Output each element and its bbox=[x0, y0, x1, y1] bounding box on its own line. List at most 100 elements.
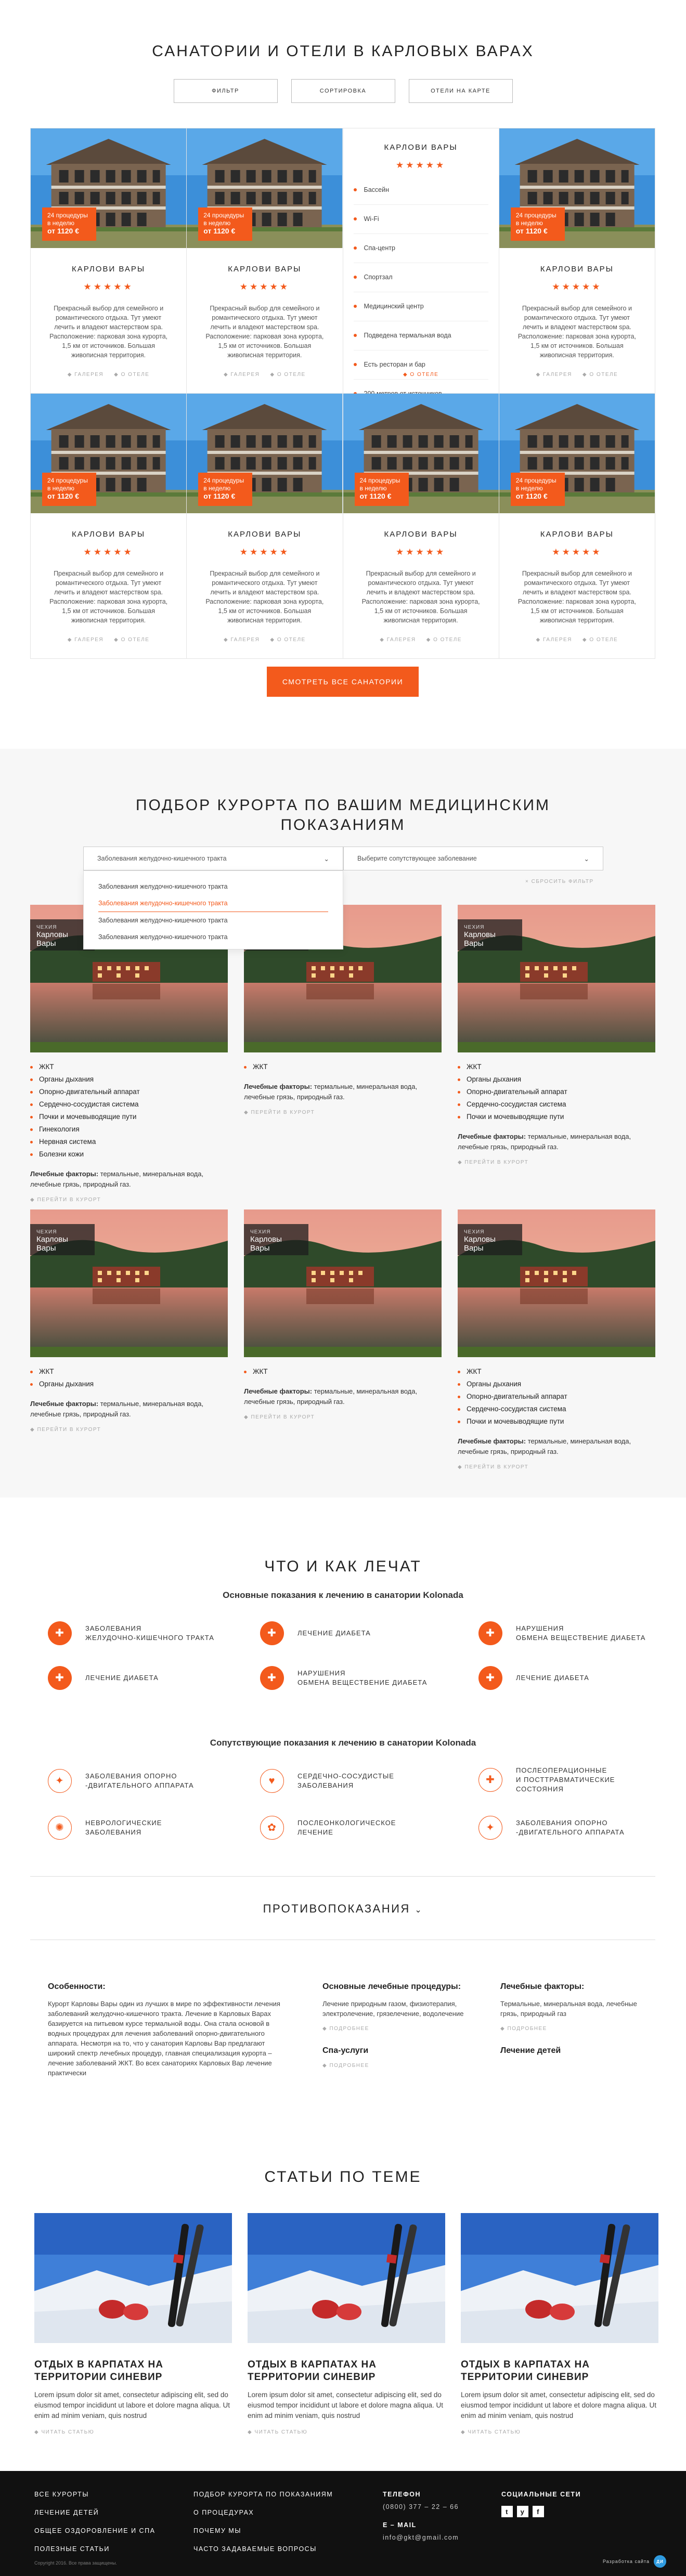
gallery-link[interactable]: ◆ ГАЛЕРЕЯ bbox=[67, 637, 104, 643]
article-photo[interactable] bbox=[34, 2213, 232, 2343]
show-all-button[interactable]: Смотреть все санатории bbox=[267, 667, 419, 697]
youtube-icon[interactable]: y bbox=[517, 2506, 528, 2517]
about-link[interactable]: ◆ О ОТЕЛЕ bbox=[582, 372, 618, 378]
hotel-photo[interactable]: 24 процедуры в неделю от 1120 € bbox=[187, 394, 342, 513]
resort-factors: Лечебные факторы: термальные, минеральна… bbox=[458, 1437, 631, 1455]
gallery-link[interactable]: ◆ ГАЛЕРЕЯ bbox=[67, 372, 104, 378]
about-link[interactable]: ◆ О ОТЕЛЕ bbox=[426, 637, 462, 643]
hotel-photo[interactable]: 24 процедуры в неделю от 1120 € bbox=[31, 128, 186, 248]
facebook-icon[interactable]: f bbox=[533, 2506, 544, 2517]
article-title[interactable]: ОТДЫХ В КАРПАТАХ НА ТЕРРИТОРИИ СИНЕВИР bbox=[248, 2359, 377, 2383]
secondary-disease-select[interactable]: Выберите сопутствующее заболевание ⌄ bbox=[343, 847, 603, 870]
go-resort-link[interactable]: ◆ ПЕРЕЙТИ В КУРОРТ bbox=[458, 1160, 529, 1165]
gallery-link[interactable]: ◆ ГАЛЕРЕЯ bbox=[536, 637, 572, 643]
article-card[interactable]: ОТДЫХ В КАРПАТАХ НА ТЕРРИТОРИИ СИНЕВИР L… bbox=[34, 2213, 232, 2435]
dropdown-option[interactable]: Заболевания желудочно-кишечного тракта bbox=[98, 917, 228, 924]
article-card[interactable]: ОТДЫХ В КАРПАТАХ НА ТЕРРИТОРИИ СИНЕВИР L… bbox=[248, 2213, 445, 2435]
about-link[interactable]: ◆ О ОТЕЛЕ bbox=[403, 372, 439, 378]
sort-button[interactable]: Сортировка bbox=[291, 79, 395, 103]
drop-icon: ✚ bbox=[260, 1666, 284, 1690]
reset-filter-link[interactable]: × СБРОСИТЬ ФИЛЬТР bbox=[525, 879, 594, 884]
article-title[interactable]: ОТДЫХ В КАРПАТАХ НА ТЕРРИТОРИИ СИНЕВИР bbox=[461, 2359, 590, 2383]
about-link[interactable]: ◆ О ОТЕЛЕ bbox=[270, 372, 306, 378]
hotel-card[interactable]: 24 процедуры в неделю от 1120 € КАРЛОВИ ВА… bbox=[499, 128, 655, 394]
resort-card[interactable]: ЧЕХИЯ Карловы Вары ЖКТ Органы дыхания Опо… bbox=[458, 1209, 655, 1470]
read-article-link[interactable]: ◆ ЧИТАТЬ СТАТЬЮ bbox=[34, 2429, 95, 2435]
footer-link[interactable]: Полезные статьи bbox=[34, 2545, 110, 2553]
footer-link[interactable]: Подбор курорта по показаниям bbox=[193, 2491, 333, 2498]
hotel-card[interactable]: 24 процедуры в неделю от 1120 € КАРЛОВИ ВА… bbox=[499, 394, 655, 659]
gallery-link[interactable]: ◆ ГАЛЕРЕЯ bbox=[224, 372, 260, 378]
phone-link[interactable]: (0800) 377 – 22 – 66 bbox=[383, 2503, 459, 2510]
resort-title: Подбор курорта по вашим медицинским показ… bbox=[135, 797, 551, 834]
hotel-card[interactable]: 24 процедуры в неделю от 1120 € КАРЛОВИ ВА… bbox=[343, 394, 499, 659]
go-resort-link[interactable]: ◆ ПЕРЕЙТИ В КУРОРТ bbox=[244, 1110, 315, 1115]
developer-credit[interactable]: Разработка сайта ДИ bbox=[603, 2555, 666, 2568]
hotel-photo[interactable]: 24 процедуры в неделю от 1120 € bbox=[187, 128, 342, 248]
hotel-card[interactable]: 24 процедуры в неделю от 1120 € КАРЛОВИ ВА… bbox=[31, 394, 187, 659]
go-resort-link[interactable]: ◆ ПЕРЕЙТИ В КУРОРТ bbox=[244, 1414, 315, 1420]
filter-button[interactable]: Фильтр bbox=[173, 79, 278, 103]
map-button[interactable]: Отели на карте bbox=[408, 79, 513, 103]
procedures-block: Основные лечебные процедуры: Лечение при… bbox=[322, 1982, 489, 2068]
footer-link[interactable]: О процедурах bbox=[193, 2509, 254, 2516]
read-article-link[interactable]: ◆ ЧИТАТЬ СТАТЬЮ bbox=[461, 2429, 521, 2435]
gallery-link[interactable]: ◆ ГАЛЕРЕЯ bbox=[224, 637, 260, 643]
footer-link[interactable]: Все курорты bbox=[34, 2491, 89, 2498]
article-card[interactable]: ОТДЫХ В КАРПАТАХ НА ТЕРРИТОРИИ СИНЕВИР L… bbox=[461, 2213, 658, 2435]
footer-link[interactable]: Общее оздоровление и спа bbox=[34, 2527, 156, 2534]
go-resort-link[interactable]: ◆ ПЕРЕЙТИ В КУРОРТ bbox=[458, 1464, 529, 1470]
article-photo[interactable] bbox=[248, 2213, 445, 2343]
read-article-link[interactable]: ◆ ЧИТАТЬ СТАТЬЮ bbox=[248, 2429, 308, 2435]
resort-indications: ЖКТ bbox=[244, 1061, 442, 1073]
email-link[interactable]: info@gkt@gmail.com bbox=[383, 2534, 459, 2541]
about-link[interactable]: ◆ О ОТЕЛЕ bbox=[582, 637, 618, 643]
fact-item: Спортзал bbox=[353, 274, 488, 292]
article-photo[interactable] bbox=[461, 2213, 658, 2343]
dropdown-option[interactable]: Заболевания желудочно-кишечного тракта bbox=[98, 933, 228, 941]
hotel-photo[interactable]: 24 процедуры в неделю от 1120 € bbox=[499, 394, 655, 513]
more-link[interactable]: ◆ ПОДРОБНЕЕ bbox=[322, 2063, 369, 2068]
hotel-card[interactable]: 24 процедуры в неделю от 1120 € КАРЛОВИ ВА… bbox=[187, 394, 343, 659]
hotel-card-featured[interactable]: КАРЛОВИ ВАРЫ ★★★★★ Бассейн Wi-Fi Спа-цен… bbox=[343, 128, 499, 397]
footer-link[interactable]: Часто задаваемые вопросы bbox=[193, 2545, 317, 2553]
footer-link[interactable]: Лечение детей bbox=[34, 2509, 99, 2516]
resort-factors: Лечебные факторы: термальные, минеральна… bbox=[458, 1133, 631, 1151]
resort-card[interactable]: ЧЕХИЯ Карловы Вары ЖКТ Органы дыхания Опо… bbox=[458, 905, 655, 1165]
resort-card[interactable]: ЧЕХИЯ Карловы Вары ЖКТ Органы дыхания Леч… bbox=[30, 1209, 228, 1433]
hotel-card[interactable]: 24 процедуры в неделю от 1120 € КАРЛОВИ ВА… bbox=[187, 128, 343, 394]
hotel-desc: Прекрасный выбор для семейного и романти… bbox=[361, 570, 480, 624]
hotel-photo[interactable]: 24 процедуры в неделю от 1120 € bbox=[31, 394, 186, 513]
gallery-link[interactable]: ◆ ГАЛЕРЕЯ bbox=[380, 637, 416, 643]
disease-select[interactable]: Заболевания желудочно-кишечного тракта ⌄ bbox=[83, 847, 343, 870]
indication-item: Сердечно-сосудистая система bbox=[458, 1403, 655, 1415]
dropdown-option-active[interactable]: Заболевания желудочно-кишечного тракта bbox=[98, 895, 328, 912]
hotel-photo[interactable]: 24 процедуры в неделю от 1120 € bbox=[343, 394, 499, 513]
dropdown-option[interactable]: Заболевания желудочно-кишечного тракта bbox=[98, 883, 228, 890]
gallery-link[interactable]: ◆ ГАЛЕРЕЯ bbox=[536, 372, 572, 378]
about-link[interactable]: ◆ О ОТЕЛЕ bbox=[270, 637, 306, 643]
more-link[interactable]: ◆ ПОДРОБНЕЕ bbox=[500, 2026, 547, 2032]
resort-card[interactable]: ЧЕХИЯ Карловы Вары ЖКТ Органы дыхания Опо… bbox=[30, 905, 228, 1203]
hotel-photo[interactable]: 24 процедуры в неделю от 1120 € bbox=[499, 128, 655, 248]
drop-icon: ✚ bbox=[260, 1621, 284, 1645]
go-resort-link[interactable]: ◆ ПЕРЕЙТИ В КУРОРТ bbox=[30, 1427, 101, 1433]
offer-badge: 24 процедуры в неделю от 1120 € bbox=[510, 473, 565, 506]
about-link[interactable]: ◆ О ОТЕЛЕ bbox=[114, 637, 150, 643]
hotel-city: КАРЛОВИ ВАРЫ bbox=[384, 530, 458, 539]
hotel-card[interactable]: 24 процедуры в неделю от 1120 € КАРЛОВИ ВА… bbox=[31, 128, 187, 394]
go-resort-link[interactable]: ◆ ПЕРЕЙТИ В КУРОРТ bbox=[30, 1197, 101, 1203]
twitter-icon[interactable]: t bbox=[501, 2506, 513, 2517]
contra-toggle[interactable]: Противопоказания ⌄ bbox=[263, 1902, 423, 1915]
footer-link[interactable]: Почему мы bbox=[193, 2527, 241, 2534]
indication-item: Почки и мочевыводящие пути bbox=[458, 1415, 655, 1428]
article-title[interactable]: ОТДЫХ В КАРПАТАХ НА ТЕРРИТОРИИ СИНЕВИР bbox=[34, 2359, 163, 2383]
about-link[interactable]: ◆ О ОТЕЛЕ bbox=[114, 372, 150, 378]
more-link[interactable]: ◆ ПОДРОБНЕЕ bbox=[322, 2026, 369, 2032]
